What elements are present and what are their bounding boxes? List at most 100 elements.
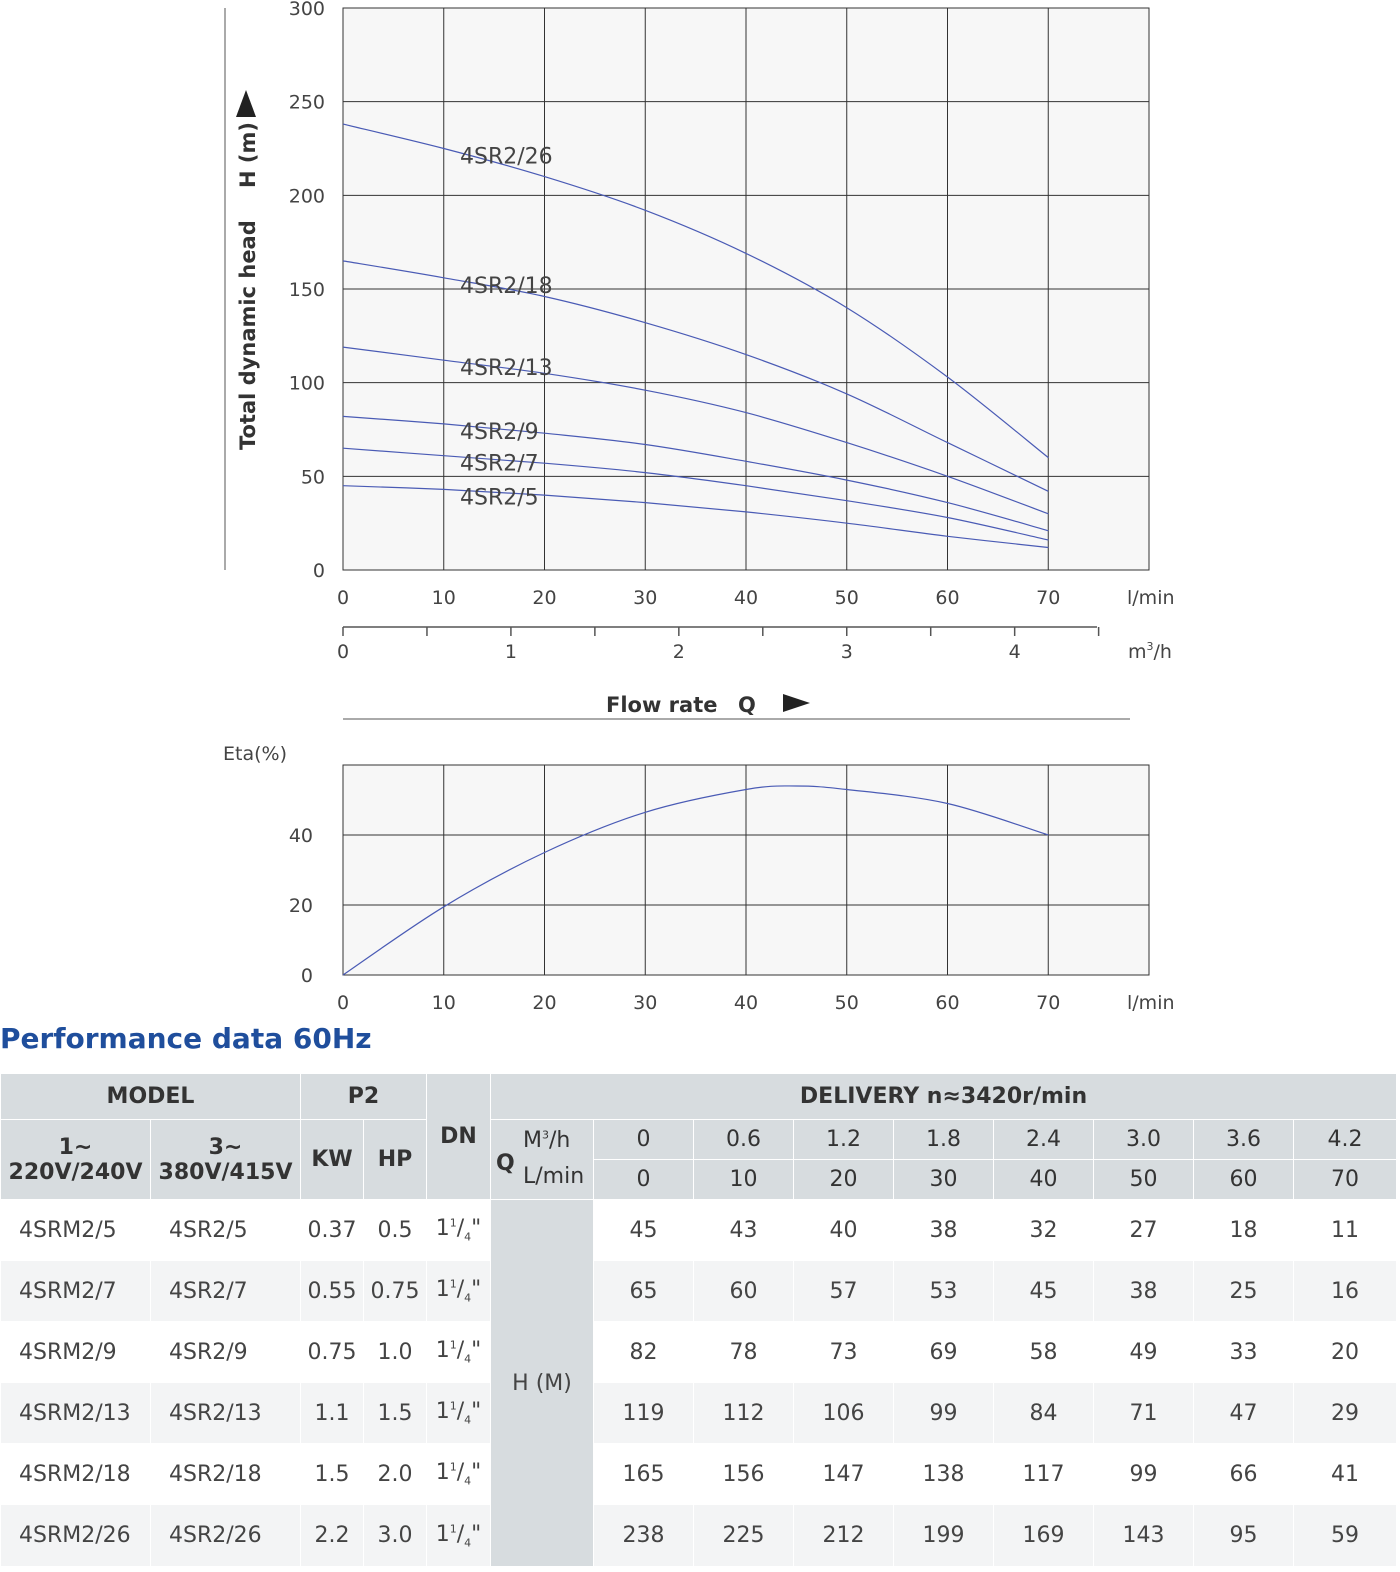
series-line: [342, 260, 1049, 492]
flow-lmin-cell: 20: [793, 1159, 894, 1200]
y-tick-label: 300: [289, 0, 325, 20]
y-tick-label: 200: [289, 185, 325, 207]
x-tick-label: 40: [734, 587, 758, 609]
head-x-unit: l/min: [1127, 587, 1175, 609]
eta-x-ticks: 0 10 20 30 40 50 60 70: [337, 992, 1060, 1014]
series-line: [342, 346, 1049, 515]
power-hp: 0.5: [363, 1199, 427, 1261]
x-tick-label: 60: [935, 587, 959, 609]
series-line: [342, 123, 1049, 459]
flow-lmin-cell: 70: [1292, 1159, 1398, 1200]
series-line: [342, 447, 1049, 541]
head-value: 45: [993, 1260, 1094, 1322]
head-value: 41: [1292, 1443, 1398, 1505]
head-x-ticks: 0 10 20 30 40 50 60 70: [337, 587, 1060, 609]
head-label-cell: H (M): [490, 1199, 594, 1567]
head-value: 59: [1292, 1504, 1398, 1567]
head-value: 78: [693, 1321, 794, 1383]
m3h-unit: m3/h: [1128, 640, 1172, 663]
dn-header: DN: [426, 1073, 491, 1200]
power-kw: 0.55: [300, 1260, 364, 1322]
head-value: 84: [993, 1382, 1094, 1444]
head-value: 95: [1193, 1504, 1294, 1567]
x-tick-label: 50: [835, 992, 859, 1014]
three-phase-header: 3~ 380V/415V: [150, 1119, 301, 1200]
power-hp: 1.5: [363, 1382, 427, 1444]
head-value: 99: [893, 1382, 994, 1444]
series-line: [342, 415, 1049, 532]
head-value: 47: [1193, 1382, 1294, 1444]
y-tick-label: 150: [289, 279, 325, 301]
y-tick-label: 250: [289, 92, 325, 114]
m3h-tick-label: 3: [841, 641, 853, 663]
head-y-label: Total dynamic head: [236, 220, 260, 450]
model-single-phase: 4SRM2/7: [0, 1260, 151, 1322]
head-value: 33: [1193, 1321, 1294, 1383]
head-value: 38: [1093, 1260, 1194, 1322]
hp-header: HP: [363, 1119, 427, 1200]
dn-size: 11/4": [426, 1382, 491, 1444]
eta-chart: 0 10 20 30 40 50 60 70 0 20 40 Eta(%) l/min: [223, 743, 1175, 1014]
m3h-tick-label: 2: [673, 641, 685, 663]
head-value: 165: [593, 1443, 694, 1505]
head-value: 71: [1093, 1382, 1194, 1444]
head-value: 99: [1093, 1443, 1194, 1505]
table-row: 4SRM2/26 4SR2/26 2.2 3.0 11/4" 238 225 212 199 16…: [0, 1504, 1398, 1567]
flow-m3h-cell: 1.2: [793, 1119, 894, 1160]
x-arrow-icon: [783, 694, 810, 712]
series-label: 4SR2/7: [460, 452, 539, 477]
p2-header: P2: [300, 1073, 427, 1120]
performance-title: Performance data 60Hz: [0, 1022, 372, 1055]
flow-lmin-cell: 40: [993, 1159, 1094, 1200]
m3h-unit: M3/h: [523, 1128, 571, 1153]
y-tick-label: 20: [289, 895, 313, 917]
head-value: 238: [593, 1504, 694, 1567]
head-value: 58: [993, 1321, 1094, 1383]
head-value: 20: [1292, 1321, 1398, 1383]
table-row: 4SRM2/13 4SR2/13 1.1 1.5 11/4" 119 112 106 99 84 7…: [0, 1382, 1398, 1444]
flow-lmin-cell: 10: [693, 1159, 794, 1200]
model-three-phase: 4SR2/18: [150, 1443, 301, 1505]
model-three-phase: 4SR2/9: [150, 1321, 301, 1383]
lmin-unit: L/min: [523, 1164, 585, 1189]
dn-size: 11/4": [426, 1504, 491, 1567]
eta-y-label: Eta(%): [223, 743, 287, 765]
flow-m3h-cell: 4.2: [1292, 1119, 1398, 1160]
model-single-phase: 4SRM2/9: [0, 1321, 151, 1383]
m3h-tick-label: 0: [337, 641, 349, 663]
head-value: 82: [593, 1321, 694, 1383]
head-value: 16: [1292, 1260, 1398, 1322]
x-tick-label: 10: [432, 992, 456, 1014]
pump-curves-figure: 4SR2/264SR2/184SR2/134SR2/94SR2/74SR2/5 …: [223, 0, 1175, 1014]
power-hp: 1.0: [363, 1321, 427, 1383]
head-chart: 4SR2/264SR2/184SR2/134SR2/94SR2/74SR2/5 …: [224, 0, 1175, 720]
flow-lmin-cell: 60: [1193, 1159, 1294, 1200]
power-kw: 1.1: [300, 1382, 364, 1444]
power-hp: 2.0: [363, 1443, 427, 1505]
head-value: 43: [693, 1199, 794, 1261]
delivery-header: DELIVERY n≈3420r/min: [489, 1073, 1398, 1120]
head-value: 29: [1292, 1382, 1398, 1444]
model-single-phase: 4SRM2/13: [0, 1382, 151, 1444]
x-tick-label: 0: [337, 992, 349, 1014]
m3h-tick-label: 4: [1009, 641, 1021, 663]
head-value: 143: [1093, 1504, 1194, 1567]
head-value: 199: [893, 1504, 994, 1567]
head-value: 73: [793, 1321, 894, 1383]
series-label: 4SR2/9: [460, 420, 539, 445]
head-value: 11: [1292, 1199, 1398, 1261]
eta-grid: [342, 765, 1150, 976]
performance-table: MODEL P2 DN DELIVERY n≈3420r/min 1~ 220V/…: [0, 1073, 1398, 1567]
x-tick-label: 10: [432, 587, 456, 609]
series-line: [342, 485, 1049, 549]
head-value: 156: [693, 1443, 794, 1505]
power-kw: 0.75: [300, 1321, 364, 1383]
flow-unit-header: Q M3/h L/min: [490, 1119, 594, 1200]
flow-lmin-cell: 0: [593, 1159, 694, 1200]
head-value: 225: [693, 1504, 794, 1567]
series-label: 4SR2/18: [460, 274, 553, 299]
head-y-unit: H (m): [236, 122, 260, 188]
y-arrow-icon: [236, 90, 256, 117]
head-value: 25: [1193, 1260, 1294, 1322]
flow-m3h-cell: 3.0: [1093, 1119, 1194, 1160]
